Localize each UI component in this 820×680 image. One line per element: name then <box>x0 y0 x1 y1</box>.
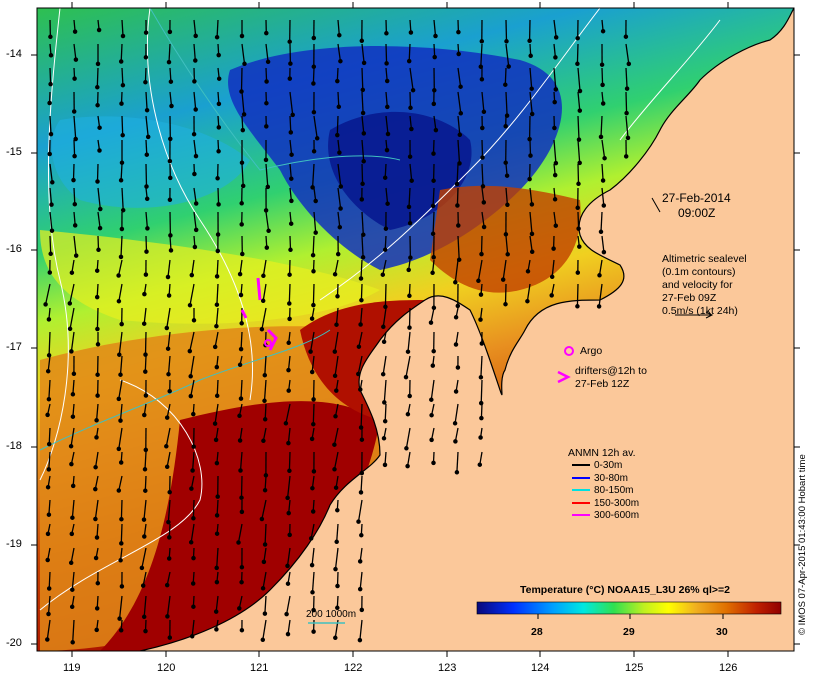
argo-legend-marker <box>564 346 574 356</box>
lat-tick-label: -18 <box>6 440 22 452</box>
lat-tick-label: -15 <box>6 146 22 158</box>
legend-item: 0-30m <box>572 460 622 472</box>
lat-tick-label: -14 <box>6 48 22 60</box>
arrow-icon <box>572 489 590 492</box>
credit-text: © IMOS 07-Apr-2015 01:43:00 Hobart time <box>797 454 808 635</box>
legend-title: ANMN 12h av. <box>568 447 636 459</box>
drifters-label-1: drifters@12h to <box>575 365 647 377</box>
plot-frame <box>36 7 795 652</box>
colorbar <box>476 601 782 615</box>
lat-tick-label: -19 <box>6 538 22 550</box>
lon-tick-label: 122 <box>344 662 363 674</box>
lon-tick-label: 123 <box>438 662 457 674</box>
date-label: 27-Feb-2014 <box>662 191 731 205</box>
drifter-legend-marker <box>557 370 571 384</box>
colorbar-tick-28: 28 <box>531 626 543 638</box>
legend-item-label: 0-30m <box>594 460 623 471</box>
legend-item: 80-150m <box>572 485 633 497</box>
argo-label: Argo <box>580 345 603 357</box>
arrow-icon <box>572 476 590 479</box>
colorbar-tick-29: 29 <box>623 626 635 638</box>
legend-item: 150-300m <box>572 498 639 510</box>
legend-item-label: 30-80m <box>594 472 628 484</box>
legend-item: 300-600m <box>572 510 639 522</box>
lon-tick-label: 126 <box>719 662 738 674</box>
lat-tick-label: -20 <box>6 637 22 649</box>
colorbar-title: Temperature (°C) NOAA15_L3U 26% ql>=2 <box>520 584 730 596</box>
legend-item: 30-80m <box>572 473 628 485</box>
lon-tick-label: 124 <box>531 662 550 674</box>
scale-arrow <box>675 311 714 319</box>
arrow-icon <box>572 464 590 467</box>
colorbar-tick-30: 30 <box>716 626 728 638</box>
arrow-icon <box>572 501 590 504</box>
lon-tick-label: 121 <box>250 662 269 674</box>
sealevel-contour <box>39 8 69 481</box>
coastline <box>139 8 794 651</box>
arrow-icon <box>572 514 590 517</box>
lat-tick-label: -16 <box>6 243 22 255</box>
lat-tick-label: -17 <box>6 341 22 353</box>
legend-item-label: 150-300m <box>594 497 640 509</box>
velocity-arrows <box>43 19 632 645</box>
legend-item-label: 300-600m <box>594 510 640 521</box>
lon-tick-label: 120 <box>157 662 176 674</box>
argo-float <box>264 339 272 347</box>
land-mass <box>140 8 794 651</box>
legend-item-label: 80-150m <box>594 485 634 496</box>
depth-contour-label: 200 1000m <box>306 609 357 620</box>
drifter-tracks <box>240 277 278 351</box>
time-label: 09:00Z <box>678 206 716 220</box>
drifters-label-2: 27-Feb 12Z <box>575 378 630 390</box>
lon-tick-label: 125 <box>625 662 644 674</box>
lon-tick-label: 119 <box>63 662 81 674</box>
depth-contour <box>39 329 331 451</box>
